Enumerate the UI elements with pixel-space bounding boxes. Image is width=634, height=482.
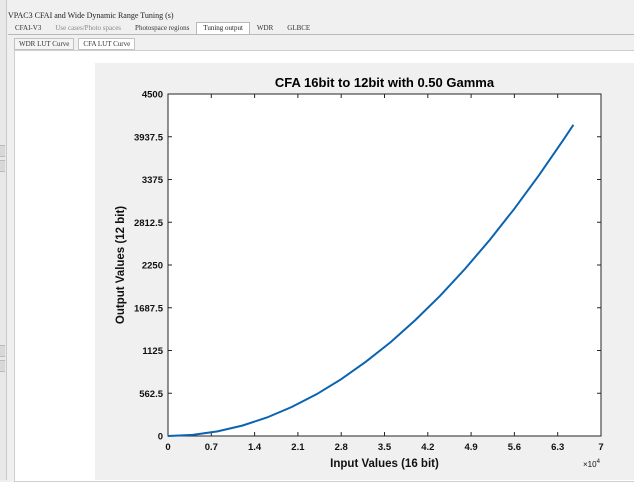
x-axis-label: Input Values (16 bit) xyxy=(330,458,439,470)
x-tick-label: 6.3 xyxy=(551,442,564,453)
main-tabs: CFAI-V3 Use cases/Photo spaces Photospac… xyxy=(8,22,634,35)
tab-tuning-output[interactable]: Tuning output xyxy=(196,22,250,34)
tab-cfai-v3[interactable]: CFAI-V3 xyxy=(15,24,42,32)
y-tick-labels: 0 562.5 1125 1687.5 2250 2812.5 3375 3937.5 4500 xyxy=(134,90,164,443)
y-tick-label: 1125 xyxy=(142,346,163,357)
chart-title: CFA 16bit to 12bit with 0.50 Gamma xyxy=(275,75,495,90)
tab-use-cases[interactable]: Use cases/Photo spaces xyxy=(55,24,122,32)
x-axis-exponent-base: ×10 xyxy=(583,460,597,469)
subtab-cfa-lut-curve[interactable]: CFA LUT Curve xyxy=(78,38,136,50)
x-tick-label: 0 xyxy=(165,442,170,453)
lut-curve-chart: CFA 16bit to 12bit with 0.50 Gamma 0 0.7 1… xyxy=(115,75,604,470)
x-tick-label: 3.5 xyxy=(378,442,392,453)
x-axis-exponent-power: 4 xyxy=(597,459,601,465)
sub-tabs: WDR LUT Curve CFA LUT Curve xyxy=(14,38,139,50)
tab-wdr[interactable]: WDR xyxy=(256,24,274,32)
x-tick-label: 2.8 xyxy=(335,442,348,453)
series-line xyxy=(167,124,575,437)
y-axis-label: Output Values (12 bit) xyxy=(115,206,127,324)
x-tick-label: 7 xyxy=(598,442,603,453)
tab-photospace-regions[interactable]: Photospace regions xyxy=(135,24,190,32)
x-tick-label: 4.9 xyxy=(464,442,477,453)
figure-area: CFA 16bit to 12bit with 0.50 Gamma 0 0.7 1… xyxy=(95,63,634,480)
x-tick-label: 5.6 xyxy=(508,442,521,453)
y-tick-label: 3937.5 xyxy=(134,132,164,143)
window-title: VPAC3 CFAI and Wide Dynamic Range Tuning… xyxy=(8,11,174,20)
y-tick-label: 3375 xyxy=(142,175,164,186)
left-edge-handle[interactable] xyxy=(0,160,5,172)
left-edge-handle[interactable] xyxy=(0,345,5,357)
y-tick-label: 2250 xyxy=(142,261,163,272)
x-tick-label: 2.1 xyxy=(291,442,305,453)
x-tick-labels: 0 0.7 1.4 2.1 2.8 3.5 4.2 4.9 5.6 6.3 7 xyxy=(165,442,603,453)
y-tick-label: 4500 xyxy=(142,90,163,101)
x-tick-label: 1.4 xyxy=(248,442,262,453)
axis-ticks xyxy=(167,93,602,437)
x-tick-label: 0.7 xyxy=(205,442,218,453)
y-tick-label: 0 xyxy=(158,432,163,443)
x-axis-exponent: ×104 xyxy=(583,459,601,469)
x-tick-label: 4.2 xyxy=(421,442,434,453)
subtab-wdr-lut-curve[interactable]: WDR LUT Curve xyxy=(14,38,75,50)
left-edge-handle[interactable] xyxy=(0,360,5,372)
left-edge-panel xyxy=(0,0,7,480)
tab-glbce[interactable]: GLBCE xyxy=(287,24,311,32)
plot-area xyxy=(167,93,602,437)
y-tick-label: 2812.5 xyxy=(134,218,164,229)
y-tick-label: 562.5 xyxy=(139,389,163,400)
y-tick-label: 1687.5 xyxy=(134,303,164,314)
left-edge-handle[interactable] xyxy=(0,145,5,157)
